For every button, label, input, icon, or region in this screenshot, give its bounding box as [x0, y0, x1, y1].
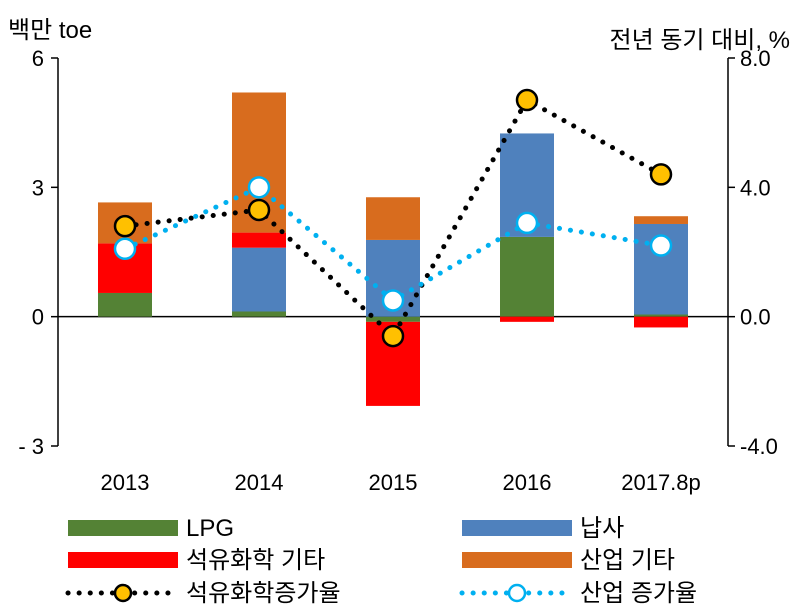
bar-segment	[232, 311, 286, 317]
series-marker	[649, 163, 673, 186]
legend-swatch	[68, 520, 178, 536]
right-tick-label: 8.0	[740, 46, 771, 71]
bar-segment	[98, 292, 152, 317]
right-tick-label: 0.0	[740, 305, 771, 330]
legend-label: 납사	[580, 515, 624, 542]
bars	[98, 92, 688, 406]
lines	[113, 88, 673, 348]
series-line	[122, 96, 664, 341]
left-tick-label: 6	[32, 46, 44, 71]
category-label: 2014	[235, 470, 284, 495]
series-marker	[381, 324, 405, 348]
left-tick-label: 3	[32, 175, 44, 200]
bar-segment	[634, 314, 688, 317]
bar-segment	[500, 316, 554, 322]
left-unit-label: 백만 toe	[8, 17, 92, 44]
bar-segment	[232, 247, 286, 312]
legend-label: 석유화학 기타	[186, 547, 325, 574]
series-marker	[113, 237, 137, 261]
series-marker	[381, 289, 405, 312]
legend-swatch	[462, 552, 572, 568]
legend-swatch	[462, 520, 572, 536]
legend-label: 산업 기타	[580, 547, 675, 574]
right-unit-label: 전년 동기 대비, %	[610, 27, 791, 54]
series-marker	[515, 88, 539, 112]
category-labels: 2013 2014 2015 2016 2017.8p	[101, 470, 701, 495]
series-marker	[113, 214, 137, 238]
legend-label: 산업 증가율	[580, 580, 697, 607]
bar-segment	[366, 316, 420, 322]
legend-marker-swatch	[507, 583, 527, 603]
bar-segment	[232, 232, 286, 248]
left-tick-label: 0	[32, 305, 44, 330]
category-label: 2016	[503, 470, 552, 495]
series-marker	[649, 234, 673, 257]
legend-label: LPG	[186, 515, 234, 542]
bar-segment	[366, 197, 420, 240]
category-label: 2017.8p	[621, 470, 701, 495]
category-label: 2013	[101, 470, 150, 495]
bar-segment	[500, 236, 554, 317]
series-marker	[247, 176, 271, 199]
legend-swatch	[68, 552, 178, 568]
category-label: 2015	[369, 470, 418, 495]
left-tick-label: - 3	[18, 434, 44, 459]
series-marker	[515, 211, 539, 235]
right-tick-label: -4.0	[740, 434, 778, 459]
bar-segment	[634, 316, 688, 328]
series-marker	[247, 198, 271, 222]
bar-segment	[634, 216, 688, 224]
legend-marker-swatch	[113, 583, 133, 603]
legend-label: 석유화학증가율	[186, 580, 341, 607]
right-tick-label: 4.0	[740, 175, 771, 200]
